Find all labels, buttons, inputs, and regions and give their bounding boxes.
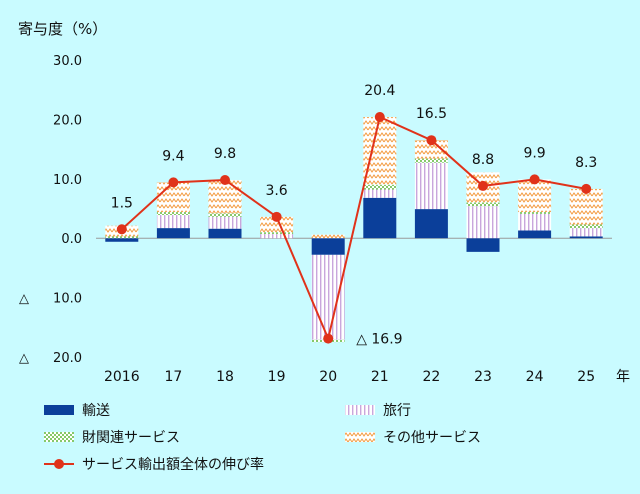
bar-other-services bbox=[208, 179, 242, 214]
legend-other-services-label: その他サービス bbox=[383, 430, 481, 446]
legend-transport-label: 輸送 bbox=[82, 403, 110, 419]
bar-transport bbox=[569, 236, 603, 239]
bar-other-services bbox=[569, 188, 603, 225]
x-tick-label: 17 bbox=[164, 369, 182, 385]
data-label: 20.4 bbox=[364, 83, 395, 99]
data-label: 3.6 bbox=[265, 183, 287, 199]
bar-other-services bbox=[260, 216, 294, 233]
bar-transport bbox=[208, 228, 242, 239]
legend-transport-swatch bbox=[44, 405, 74, 415]
growth-point bbox=[220, 174, 230, 185]
x-tick-label: 21 bbox=[371, 369, 389, 385]
growth-point bbox=[168, 177, 179, 188]
bar-goods-related bbox=[156, 212, 190, 216]
x-tick-label: 2016 bbox=[104, 369, 140, 385]
bar-travel bbox=[260, 234, 294, 239]
bar-goods-related bbox=[466, 202, 500, 207]
bar-other-services bbox=[518, 179, 552, 213]
data-label: 9.8 bbox=[214, 146, 236, 162]
bar-travel bbox=[363, 189, 397, 198]
bar-transport bbox=[363, 197, 397, 239]
growth-point bbox=[116, 224, 127, 235]
bar-travel bbox=[414, 162, 448, 210]
y-tick-negative-mark: △ bbox=[19, 292, 29, 307]
y-tick-label: 0.0 bbox=[61, 232, 82, 247]
bar-transport bbox=[518, 230, 552, 239]
growth-point bbox=[426, 135, 437, 146]
y-tick-label: 10.0 bbox=[53, 292, 82, 307]
bar-other-services bbox=[311, 234, 345, 239]
x-tick-label: 24 bbox=[526, 369, 544, 385]
y-axis-title: 寄与度（%） bbox=[18, 20, 107, 38]
legend-other-services-swatch bbox=[345, 432, 375, 442]
growth-point bbox=[374, 112, 385, 123]
legend-travel-label: 旅行 bbox=[383, 403, 411, 419]
legend-growth-label: サービス輸出額全体の伸び率 bbox=[82, 456, 264, 473]
bar-transport bbox=[105, 238, 139, 242]
bar-travel bbox=[466, 206, 500, 239]
bar-travel bbox=[156, 215, 190, 229]
bar-other-services bbox=[363, 117, 397, 185]
bar-goods-related bbox=[518, 212, 552, 214]
legend-goods-related-swatch bbox=[44, 432, 74, 442]
bar-travel bbox=[208, 216, 242, 229]
legend-travel-swatch bbox=[345, 405, 375, 415]
x-tick-label: 22 bbox=[422, 369, 440, 385]
bar-goods-related bbox=[363, 184, 397, 190]
x-tick-label: 19 bbox=[268, 369, 286, 385]
legend-goods-related-label: 財関連サービス bbox=[82, 430, 180, 446]
growth-point bbox=[323, 333, 334, 344]
bar-other-services bbox=[414, 140, 448, 159]
y-tick-label: 20.0 bbox=[53, 351, 82, 366]
legend-growth-point bbox=[54, 459, 64, 469]
bar-goods-related bbox=[414, 158, 448, 163]
y-tick-label: 20.0 bbox=[53, 113, 82, 128]
x-tick-label: 25 bbox=[577, 369, 595, 385]
bar-transport bbox=[414, 209, 448, 239]
growth-line bbox=[121, 115, 587, 342]
y-tick-negative-mark: △ bbox=[19, 351, 29, 366]
bar-transport bbox=[156, 228, 190, 239]
x-axis-unit: 年 bbox=[616, 369, 630, 385]
growth-point bbox=[271, 211, 282, 222]
bar-transport bbox=[466, 238, 500, 252]
bar-travel bbox=[518, 213, 552, 231]
bar-goods-related bbox=[105, 236, 139, 239]
data-label: 1.5 bbox=[111, 195, 133, 211]
data-label: 8.8 bbox=[472, 152, 494, 168]
data-label: 16.5 bbox=[416, 106, 447, 122]
y-tick-label: 10.0 bbox=[53, 173, 82, 188]
data-label: 8.3 bbox=[575, 155, 597, 171]
bar-transport bbox=[311, 238, 345, 255]
growth-point bbox=[478, 180, 488, 191]
bar-travel bbox=[569, 228, 603, 237]
bar-goods-related bbox=[208, 213, 242, 217]
data-label: 9.4 bbox=[162, 148, 184, 164]
data-label: △ 16.9 bbox=[356, 332, 402, 348]
y-tick-label: 30.0 bbox=[53, 54, 82, 69]
bar-goods-related bbox=[569, 224, 603, 229]
x-tick-label: 18 bbox=[216, 369, 234, 385]
x-tick-label: 23 bbox=[474, 369, 492, 385]
growth-point bbox=[529, 174, 540, 185]
bar-travel bbox=[311, 254, 345, 340]
x-tick-label: 20 bbox=[319, 369, 337, 385]
bar-goods-related bbox=[260, 232, 294, 235]
growth-point bbox=[581, 183, 592, 194]
data-label: 9.9 bbox=[523, 145, 545, 161]
